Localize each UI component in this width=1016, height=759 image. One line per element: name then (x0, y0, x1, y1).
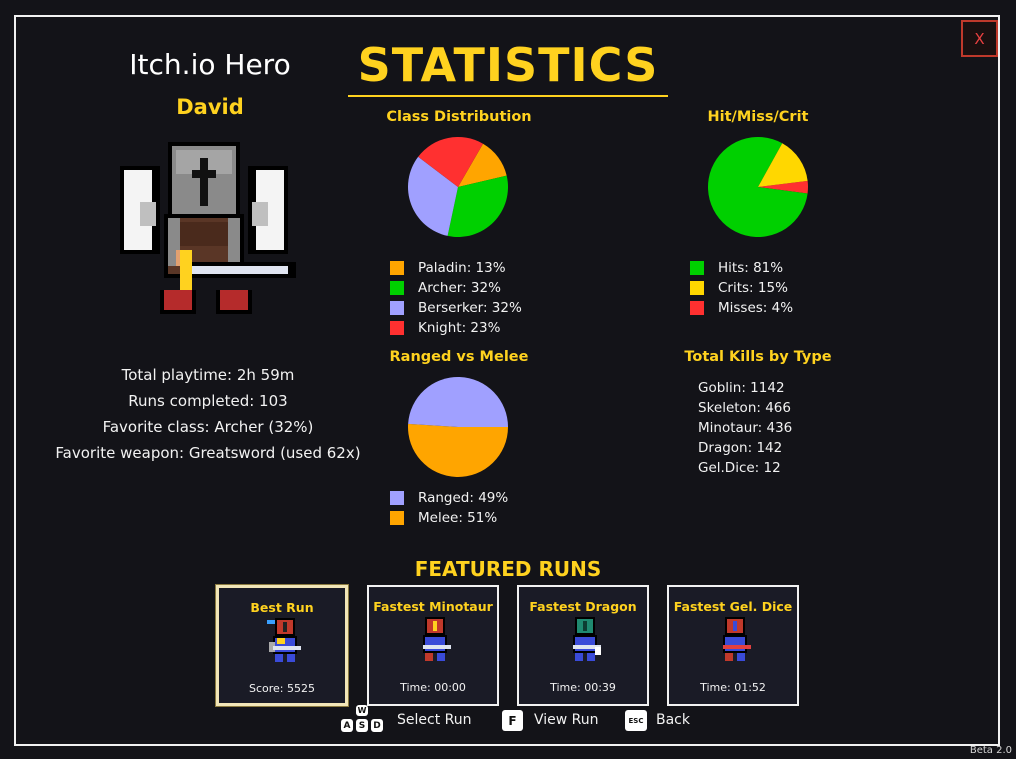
kills-list: Goblin: 1142 Skeleton: 466 Minotaur: 436… (698, 378, 792, 478)
run-value: Time: 00:00 (400, 681, 466, 694)
stat-playtime: Total playtime: 2h 59m (121, 366, 295, 384)
version-label: Beta 2.0 (969, 745, 1012, 756)
hit-miss-crit-title: Hit/Miss/Crit (707, 109, 809, 125)
hero-stats: Total playtime: 2h 59m Runs completed: 1… (40, 362, 376, 466)
legend-swatch (390, 281, 404, 295)
run-character-icon (267, 618, 301, 662)
hero-sprite (120, 142, 296, 314)
kills-item: Skeleton: 466 (698, 400, 791, 416)
legend-item: Berserker: 32% (390, 298, 522, 318)
kills-item: Minotaur: 436 (698, 420, 793, 436)
pie-slice (447, 175, 508, 237)
w-key-icon: W (356, 705, 368, 716)
pie-slice (458, 143, 507, 187)
select-run-label: Select Run (397, 712, 472, 728)
legend-swatch (390, 491, 404, 505)
legend-item: Ranged: 49% (390, 488, 508, 508)
run-card-fastest-minotaur[interactable]: Fastest Minotaur Time: 00:00 (367, 585, 499, 706)
legend-label: Melee: 51% (418, 510, 498, 526)
legend-swatch (690, 281, 704, 295)
pie-slice (418, 137, 483, 187)
page-title: STATISTICS (348, 37, 668, 97)
hero-name: David (176, 95, 244, 119)
legend-item: Knight: 23% (390, 318, 522, 338)
legend-label: Crits: 15% (718, 280, 788, 296)
back-label: Back (656, 712, 690, 728)
pie-slice (408, 377, 508, 427)
ranged-melee-legend: Ranged: 49% Melee: 51% (390, 488, 508, 528)
d-key-icon: D (371, 719, 383, 732)
legend-label: Paladin: 13% (418, 260, 506, 276)
run-value: Time: 01:52 (700, 681, 766, 694)
stat-favorite-class: Favorite class: Archer (32%) (102, 418, 314, 436)
featured-runs-title: FEATURED RUNS (414, 557, 602, 581)
class-distribution-pie (408, 137, 508, 237)
kills-item: Gel.Dice: 12 (698, 460, 781, 476)
kills-item: Dragon: 142 (698, 440, 783, 456)
view-run-label: View Run (534, 712, 599, 728)
run-character-icon (723, 617, 751, 661)
legend-swatch (690, 261, 704, 275)
class-distribution-legend: Paladin: 13% Archer: 32% Berserker: 32% … (390, 258, 522, 338)
hit-miss-crit-legend: Hits: 81% Crits: 15% Misses: 4% (690, 258, 793, 318)
legend-swatch (690, 301, 704, 315)
run-card-best[interactable]: Best Run Score: 5525 (216, 585, 348, 706)
class-distribution-title: Class Distribution (386, 109, 532, 125)
legend-label: Knight: 23% (418, 320, 501, 336)
legend-item: Melee: 51% (390, 508, 508, 528)
stat-runs: Runs completed: 103 (128, 392, 288, 410)
run-title: Best Run (250, 600, 314, 615)
run-title: Fastest Dragon (529, 599, 637, 614)
run-value: Score: 5525 (248, 682, 315, 695)
legend-item: Archer: 32% (390, 278, 522, 298)
legend-swatch (390, 261, 404, 275)
a-key-icon: A (341, 719, 353, 732)
pie-slice (758, 143, 808, 187)
run-card-fastest-gel-dice[interactable]: Fastest Gel. Dice Time: 01:52 (667, 585, 799, 706)
pie-slice (708, 137, 808, 237)
kills-item: Goblin: 1142 (698, 380, 785, 396)
legend-label: Ranged: 49% (418, 490, 509, 506)
legend-label: Hits: 81% (718, 260, 784, 276)
run-title: Fastest Gel. Dice (673, 599, 793, 614)
run-character-icon (423, 617, 451, 661)
close-button[interactable]: X (961, 20, 998, 57)
legend-label: Archer: 32% (418, 280, 501, 296)
ranged-melee-title: Ranged vs Melee (389, 349, 529, 365)
pie-slice (758, 180, 808, 194)
stat-favorite-weapon: Favorite weapon: Greatsword (used 62x) (55, 444, 361, 462)
run-card-fastest-dragon[interactable]: Fastest Dragon Time: 00:39 (517, 585, 649, 706)
legend-swatch (390, 511, 404, 525)
pie-slice (408, 423, 508, 478)
s-key-icon: S (356, 719, 368, 732)
hero-title: Itch.io Hero (129, 48, 291, 81)
stats-frame (14, 15, 1000, 746)
legend-label: Berserker: 32% (418, 300, 522, 316)
hit-miss-crit-pie (708, 137, 808, 237)
run-title: Fastest Minotaur (373, 599, 493, 614)
legend-item: Hits: 81% (690, 258, 793, 278)
run-value: Time: 00:39 (550, 681, 616, 694)
legend-item: Paladin: 13% (390, 258, 522, 278)
legend-swatch (390, 301, 404, 315)
legend-item: Crits: 15% (690, 278, 793, 298)
esc-key-icon: ESC (625, 710, 647, 731)
f-key-icon: F (502, 710, 523, 731)
legend-item: Misses: 4% (690, 298, 793, 318)
legend-swatch (390, 321, 404, 335)
kills-title: Total Kills by Type (684, 349, 832, 365)
ranged-melee-pie (408, 377, 508, 478)
run-character-icon (573, 617, 601, 661)
pie-slice (408, 156, 458, 236)
legend-label: Misses: 4% (718, 300, 794, 316)
